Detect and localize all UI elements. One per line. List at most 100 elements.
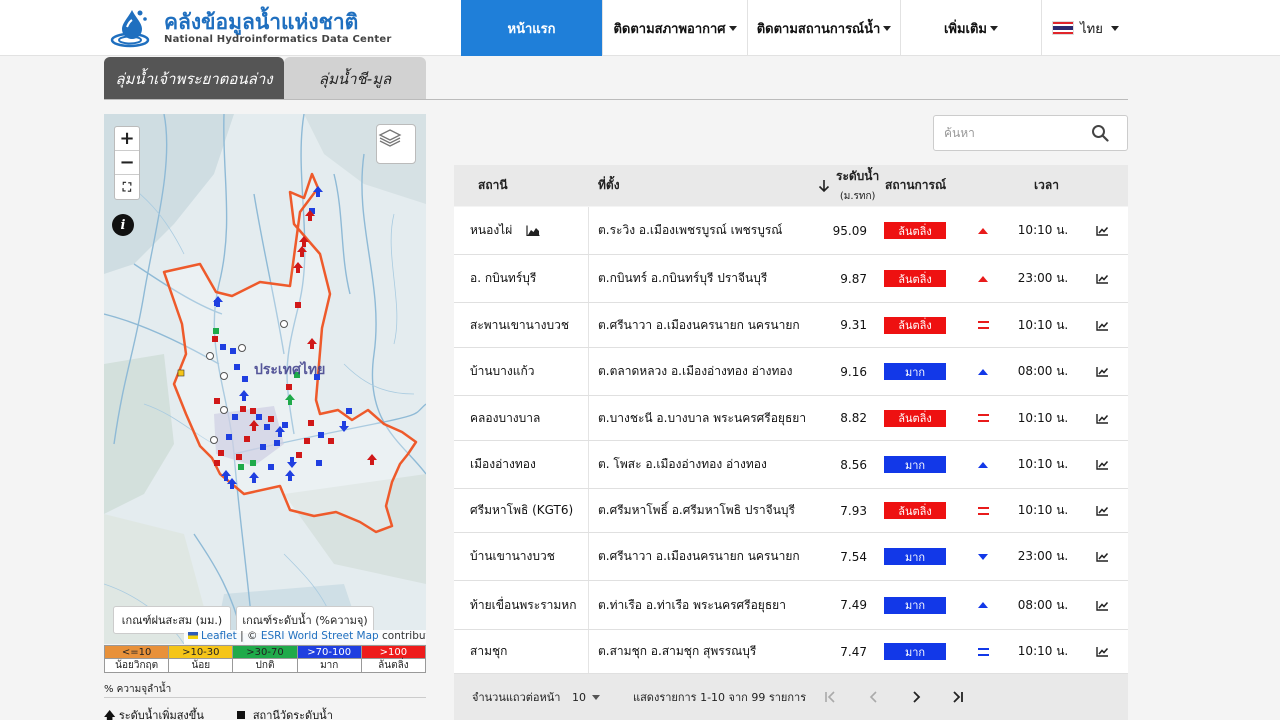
logo-title-english: National Hydroinformatics Data Center xyxy=(164,34,392,45)
leaflet-link[interactable]: Leaflet xyxy=(201,630,237,642)
status-cell: ล้นตลิ่ง xyxy=(884,396,946,440)
table-row[interactable]: เมืองอ่างทอง ต. โพสะ อ.เมืองอ่างทอง อ่างท… xyxy=(454,441,1128,489)
legend-label-overflow: ล้นตลิ่ง xyxy=(361,659,427,673)
column-divider xyxy=(588,581,589,629)
site-logo[interactable]: คลังข้อมูลน้ำแห่งชาติ National Hydroinfo… xyxy=(110,4,450,52)
table-row[interactable]: ท้ายเขื่อนพระรามหก ต.ท่าเรือ อ.ท่าเรือ พร… xyxy=(454,581,1128,630)
trend-cell xyxy=(974,581,992,629)
station-name-cell[interactable]: สามชุก xyxy=(470,630,507,673)
table-row[interactable]: ศรีมหาโพธิ (KGT6) ต.ศรีมหาโพธิ์ อ.ศรีมหาโ… xyxy=(454,489,1128,533)
trend-cell xyxy=(974,441,992,488)
nav-home[interactable]: หน้าแรก xyxy=(461,0,602,56)
status-badge: ล้นตลิ่ง xyxy=(884,409,946,427)
header-status[interactable]: สถานการณ์ xyxy=(885,178,947,192)
sort-arrow-down-icon[interactable] xyxy=(818,165,830,206)
station-name-cell[interactable]: บ้านบางแก้ว xyxy=(470,348,535,395)
fullscreen-icon[interactable]: ⛶ xyxy=(122,179,132,194)
trend-cell xyxy=(974,207,992,254)
status-badge: มาก xyxy=(884,596,946,614)
area-chart-icon[interactable] xyxy=(526,225,540,236)
table-row[interactable]: หนองไผ่ ต.ระวิง อ.เมืองเพชรบูรณ์ เพชรบูรณ… xyxy=(454,207,1128,255)
nav-weather[interactable]: ติดตามสภาพอากาศ xyxy=(602,0,747,56)
measurement-time: 10:10 น. xyxy=(1017,503,1069,517)
water-level-value: 8.56 xyxy=(840,457,867,472)
trend-cell xyxy=(974,630,992,673)
trend-cell xyxy=(974,348,992,395)
legend-range-overflow: >100 xyxy=(361,645,427,659)
station-name-cell[interactable]: เมืองอ่างทอง xyxy=(470,441,536,488)
nav-home-label: หน้าแรก xyxy=(507,21,556,37)
line-chart-icon[interactable] xyxy=(1094,207,1110,254)
chevron-down-icon xyxy=(592,694,600,700)
table-row[interactable]: สะพานเขานางบวช ต.ศรีนาวา อ.เมืองนครนายก น… xyxy=(454,303,1128,348)
header-station[interactable]: สถานี xyxy=(478,178,508,192)
first-page-button[interactable] xyxy=(820,674,840,720)
water-level-threshold-toggle[interactable]: เกณฑ์ระดับน้ำ (%ความจุ) xyxy=(236,606,374,634)
legend-label-low: น้อย xyxy=(169,659,234,673)
nav-more[interactable]: เพิ่มเติม xyxy=(900,0,1041,56)
station-name-cell[interactable]: คลองบางบาล xyxy=(470,396,540,440)
station-map[interactable]: ประเทศไทย + − ⛶ i เกณฑ์ฝนสะสม (มม.) เกณฑ… xyxy=(104,114,426,644)
table-row[interactable]: คลองบางบาล ต.บางชะนี อ.บางบาล พระนครศรีอย… xyxy=(454,396,1128,441)
table-row[interactable]: อ. กบินทร์บุรี ต.กบินทร์ อ.กบินทร์บุรี ปร… xyxy=(454,255,1128,303)
table-row[interactable]: บ้านเขานางบวช ต.ศรีนาวา อ.เมืองนครนายก นค… xyxy=(454,533,1128,581)
station-name-cell[interactable]: หนองไผ่ xyxy=(470,207,540,254)
rain-threshold-toggle[interactable]: เกณฑ์ฝนสะสม (มม.) xyxy=(113,606,231,634)
line-chart-icon[interactable] xyxy=(1094,303,1110,347)
station-name-cell[interactable]: สะพานเขานางบวช xyxy=(470,303,569,347)
header-location[interactable]: ที่ตั้ง xyxy=(598,178,620,192)
line-chart-icon[interactable] xyxy=(1094,255,1110,302)
line-chart-icon[interactable] xyxy=(1094,581,1110,629)
line-chart-icon[interactable] xyxy=(1094,533,1110,580)
station-name-cell[interactable]: อ. กบินทร์บุรี xyxy=(470,255,536,302)
legend-label-high: มาก xyxy=(297,659,362,673)
station-name-cell[interactable]: บ้านเขานางบวช xyxy=(470,533,555,580)
line-chart-icon[interactable] xyxy=(1094,441,1110,488)
station-square-icon xyxy=(237,711,246,719)
line-chart-icon[interactable] xyxy=(1094,489,1110,532)
column-divider xyxy=(588,396,589,440)
search-icon[interactable] xyxy=(1091,124,1109,142)
zoom-in-button[interactable]: + xyxy=(115,127,139,151)
previous-page-button[interactable] xyxy=(864,674,884,720)
legend-label-normal: ปกติ xyxy=(233,659,298,673)
water-level-value: 7.49 xyxy=(840,598,867,612)
logo-title-thai: คลังข้อมูลน้ำแห่งชาติ xyxy=(164,10,359,34)
tab-chi-mun[interactable]: ลุ่มน้ำชี-มูล xyxy=(284,57,426,100)
table-row[interactable]: บ้านบางแก้ว ต.ตลาดหลวง อ.เมืองอ่างทอง อ่า… xyxy=(454,348,1128,396)
info-icon[interactable]: i xyxy=(112,214,134,236)
tab-lower-chao-phraya[interactable]: ลุ่มน้ำเจ้าพระยาตอนล่าง xyxy=(104,57,284,100)
line-chart-icon[interactable] xyxy=(1094,348,1110,395)
station-name-cell[interactable]: ศรีมหาโพธิ (KGT6) xyxy=(470,489,573,532)
trend-up-icon xyxy=(978,368,988,375)
station-name-cell[interactable]: ท้ายเขื่อนพระรามหก xyxy=(470,581,576,629)
esri-link[interactable]: ESRI World Street Map xyxy=(260,630,379,642)
header-water-level[interactable]: ระดับน้ำ (ม.รทก) xyxy=(836,165,879,206)
station-name: สามชุก xyxy=(470,644,508,658)
layers-button[interactable] xyxy=(376,124,416,164)
station-location: ต.กบินทร์ อ.กบินทร์บุรี ปราจีนบุรี xyxy=(598,271,768,285)
line-chart-icon[interactable] xyxy=(1094,396,1110,440)
station-location: ต.บางชะนี อ.บางบาล พระนครศรีอยุธยา xyxy=(598,410,807,425)
language-selector[interactable]: ไทย xyxy=(1041,0,1129,56)
nav-water-situation[interactable]: ติดตามสถานการณ์น้ำ xyxy=(747,0,900,56)
line-chart-icon[interactable] xyxy=(1094,630,1110,673)
status-badge: ล้นตลิ่ง xyxy=(884,270,946,287)
column-divider xyxy=(588,533,589,580)
status-cell: ล้นตลิ่ง xyxy=(884,207,946,254)
station-location: ต. โพสะ อ.เมืองอ่างทอง อ่างทอง xyxy=(598,457,767,471)
rows-per-page-select[interactable]: 10 xyxy=(572,674,600,720)
tab-lower-chao-phraya-label: ลุ่มน้ำเจ้าพระยาตอนล่าง xyxy=(115,69,273,88)
status-badge: มาก xyxy=(884,548,946,565)
header-time[interactable]: เวลา xyxy=(1034,178,1059,192)
next-page-button[interactable] xyxy=(906,674,926,720)
measurement-time: 10:10 น. xyxy=(1017,644,1069,658)
legend-range-normal: >30-70 xyxy=(233,645,298,659)
zoom-out-button[interactable]: − xyxy=(115,151,139,175)
search-input[interactable] xyxy=(944,116,1094,150)
table-row[interactable]: สามชุก ต.สามชุก อ.สามชุก สุพรรณบุรี 7.47 มา… xyxy=(454,630,1128,674)
status-cell: มาก xyxy=(884,630,946,673)
first-page-icon xyxy=(825,691,835,703)
legend-station-label: สถานีวัดระดับน้ำ xyxy=(252,709,333,720)
last-page-button[interactable] xyxy=(948,674,968,720)
